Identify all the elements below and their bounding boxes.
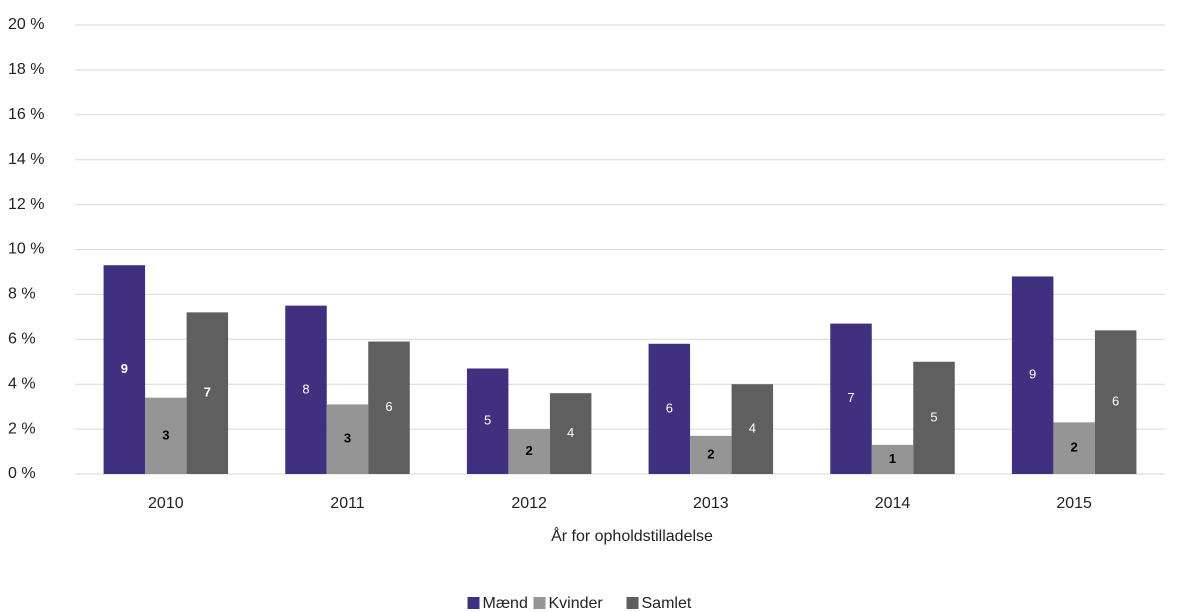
bar	[549, 393, 592, 474]
value-label: 4	[567, 425, 574, 440]
x-tick-label: 2010	[148, 495, 184, 512]
bar	[466, 368, 509, 474]
bar	[1094, 330, 1137, 474]
value-label: 6	[385, 399, 392, 414]
bar	[830, 323, 872, 474]
legend-label: Samlet	[642, 595, 692, 612]
bar	[145, 397, 187, 474]
legend-swatch	[533, 597, 546, 609]
value-label: 6	[666, 400, 673, 415]
bar	[871, 444, 914, 474]
value-label: 1	[889, 451, 896, 466]
legend-swatch	[467, 597, 480, 609]
x-axis-label: År for opholdstilladelse	[551, 526, 713, 545]
value-label: 2	[526, 443, 533, 458]
y-tick-label: 0 %	[8, 465, 36, 482]
value-label: 7	[847, 390, 854, 405]
bar	[103, 265, 146, 474]
value-label: 3	[162, 427, 169, 442]
value-label: 9	[1029, 367, 1036, 382]
legend-swatch	[626, 597, 639, 609]
y-tick-label: 14 %	[8, 151, 44, 168]
value-label: 8	[302, 381, 309, 396]
x-tick-label: 2011	[330, 495, 365, 512]
value-label: 2	[707, 446, 714, 461]
bar	[285, 305, 327, 474]
y-tick-label: 12 %	[8, 196, 44, 213]
y-tick-label: 18 %	[8, 61, 44, 78]
value-label: 4	[749, 421, 756, 436]
y-tick-label: 16 %	[8, 106, 44, 123]
bar	[186, 312, 229, 474]
legend-label: Mænd	[483, 595, 528, 612]
bar	[368, 341, 410, 474]
x-tick-label: 2012	[511, 495, 547, 512]
legend-label: Kvinder	[549, 595, 604, 612]
y-tick-label: 10 %	[8, 241, 44, 258]
value-label: 5	[484, 413, 491, 428]
x-tick-label: 2013	[693, 495, 729, 512]
bar	[326, 404, 369, 474]
bar	[731, 384, 774, 474]
bar	[690, 435, 732, 474]
x-tick-label: 2014	[875, 495, 911, 512]
x-tick-label: 2015	[1056, 495, 1092, 512]
value-label: 3	[344, 431, 351, 446]
value-label: 7	[204, 385, 211, 400]
bar	[1053, 422, 1095, 474]
y-tick-label: 20 %	[8, 16, 44, 33]
value-label: 6	[1112, 394, 1119, 409]
y-tick-label: 2 %	[8, 420, 36, 437]
bar	[648, 343, 691, 474]
bar	[1011, 276, 1054, 474]
bar	[508, 429, 550, 474]
value-label: 9	[121, 361, 128, 376]
value-label: 5	[930, 409, 937, 424]
y-tick-label: 6 %	[8, 331, 36, 348]
y-tick-label: 4 %	[8, 375, 36, 392]
bar	[913, 361, 955, 474]
value-label: 2	[1071, 440, 1078, 455]
y-tick-label: 8 %	[8, 286, 36, 303]
